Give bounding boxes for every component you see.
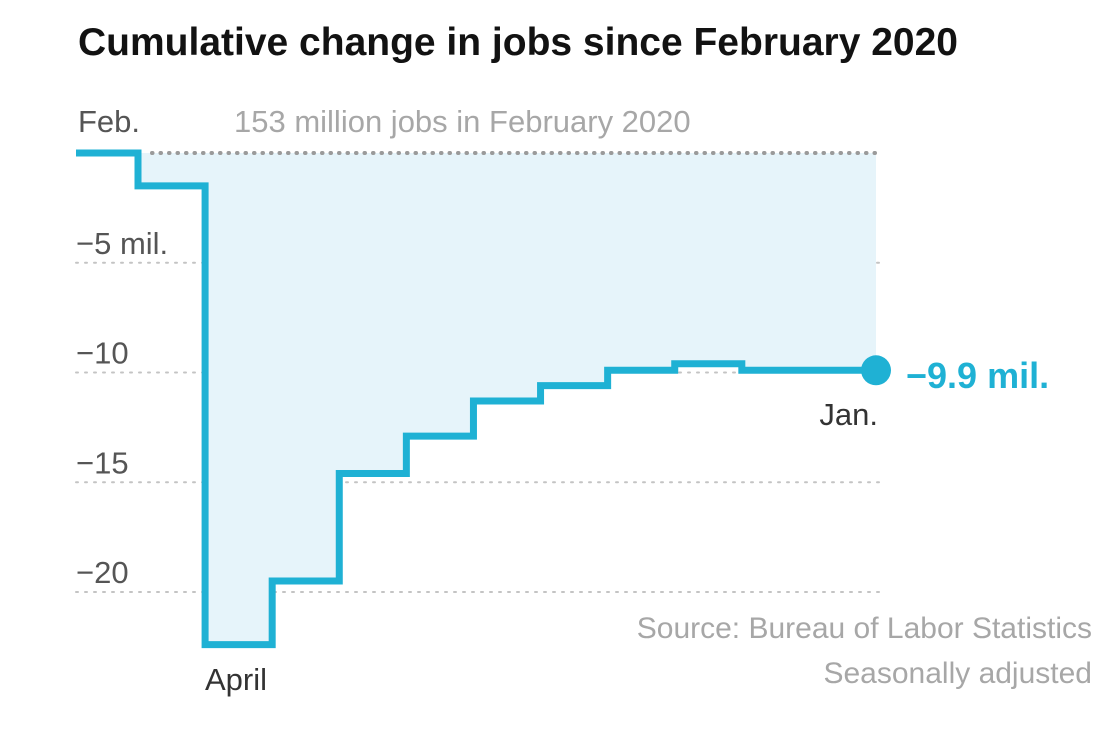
adjustment-note: Seasonally adjusted — [823, 657, 1092, 690]
baseline-note: 153 million jobs in February 2020 — [234, 104, 691, 139]
x-label-end: Jan. — [819, 397, 878, 432]
y-axis-tick-labels: −5 mil. −10 −15 −20 — [76, 226, 168, 590]
chart-title: Cumulative change in jobs since February… — [78, 21, 958, 64]
end-value-label: −9.9 mil. — [906, 355, 1049, 396]
x-label-start: Feb. — [78, 104, 140, 139]
series-line — [76, 149, 876, 649]
x-label-trough: April — [205, 662, 267, 697]
end-point-marker — [861, 355, 891, 386]
y-tick-label-2: −15 — [76, 445, 129, 480]
source-note: Source: Bureau of Labor Statistics — [637, 612, 1092, 645]
y-tick-label-1: −10 — [76, 336, 129, 371]
y-tick-label-0: −5 mil. — [76, 226, 168, 261]
y-tick-label-3: −20 — [76, 555, 129, 590]
